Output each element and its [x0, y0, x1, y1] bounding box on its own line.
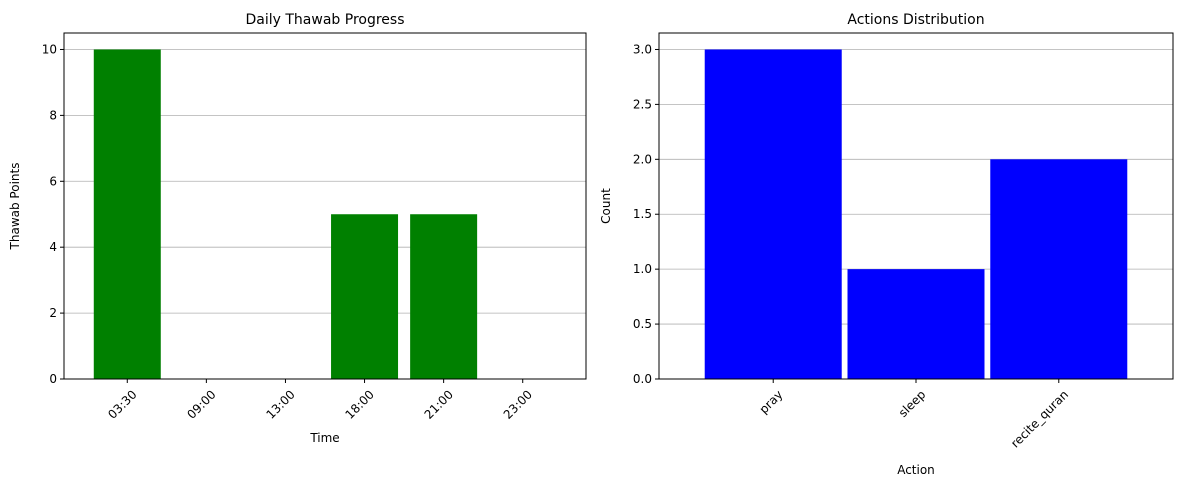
actions-bar-sleep: [848, 269, 985, 379]
thawab-ytick-label: 8: [49, 108, 57, 122]
actions-xtick-label: recite_quran: [1008, 387, 1071, 450]
thawab-ytick-label: 10: [42, 42, 57, 56]
actions-ytick-label: 0.0: [633, 372, 652, 386]
actions-bar-pray: [705, 49, 842, 379]
actions-ytick-label: 1.0: [633, 262, 652, 276]
thawab-x-axis-label: Time: [309, 431, 339, 445]
thawab-ytick-label: 4: [49, 240, 57, 254]
thawab-xtick-label: 18:00: [343, 387, 377, 421]
thawab-xtick-label: 23:00: [501, 387, 535, 421]
thawab-chart-title: Daily Thawab Progress: [246, 12, 405, 28]
actions-x-axis-label: Action: [897, 463, 935, 477]
actions-ytick-label: 0.5: [633, 317, 652, 331]
thawab-xtick-label: 03:30: [105, 387, 139, 421]
thawab-bar-21-00: [410, 214, 477, 379]
thawab-progress-chart: 0 2 4 6 8 10 03:30 09:00 13:00 18:00 21:00 23:00 Dai…: [8, 12, 586, 445]
thawab-xtick-label: 09:00: [184, 387, 218, 421]
actions-ytick-label: 1.5: [633, 207, 652, 221]
thawab-bar-18-00: [331, 214, 398, 379]
actions-bar-recite-quran: [990, 159, 1127, 379]
actions-ytick-label: 3.0: [633, 42, 652, 56]
actions-distribution-chart: 0.0 0.5 1.0 1.5 2.0 2.5 3.0 pray sleep recite_qur…: [599, 12, 1173, 477]
actions-ytick-label: 2.5: [633, 97, 652, 111]
thawab-bar-03-30: [94, 49, 161, 379]
thawab-xtick-label: 13:00: [263, 387, 297, 421]
actions-xtick-label: pray: [757, 387, 786, 416]
actions-y-axis-label: Count: [599, 188, 613, 224]
actions-chart-title: Actions Distribution: [847, 12, 984, 28]
actions-ytick-label: 2.0: [633, 152, 652, 166]
thawab-ytick-label: 2: [49, 306, 57, 320]
thawab-y-axis-label: Thawab Points: [8, 163, 22, 251]
actions-xtick-label: sleep: [896, 387, 929, 420]
thawab-xtick-label: 21:00: [422, 387, 456, 421]
thawab-ytick-label: 6: [49, 174, 57, 188]
thawab-ytick-label: 0: [49, 372, 57, 386]
